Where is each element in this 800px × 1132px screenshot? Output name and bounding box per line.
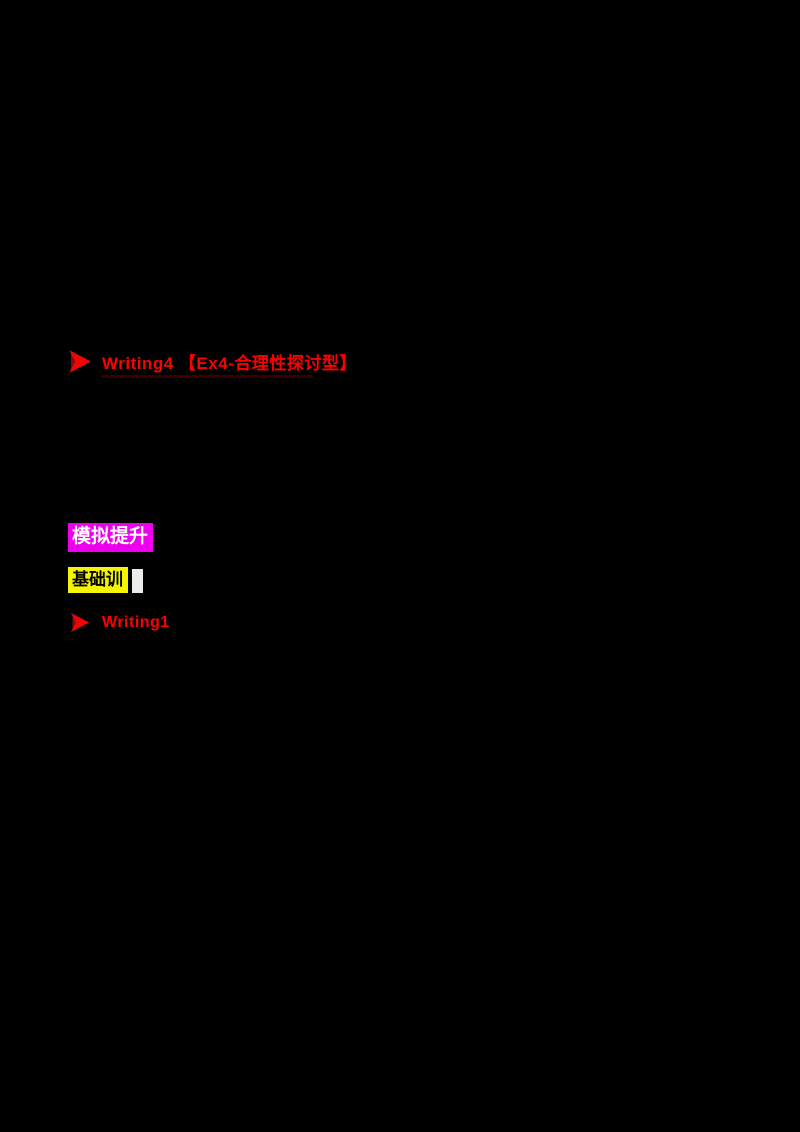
- arrowhead-bullet-icon: [68, 349, 92, 374]
- highlight-label-simulation: 模拟提升: [68, 523, 154, 552]
- arrowhead-bullet-icon: [70, 612, 90, 633]
- highlight-space-chip: [132, 569, 143, 593]
- heading-row-writing4: Writing4 【Ex4-合理性探讨型】: [68, 349, 357, 374]
- heading-writing4-label: Writing4 【Ex4-合理性探讨型】: [102, 354, 357, 373]
- heading-underline-artifact: [101, 375, 313, 378]
- highlight-label-basic-training: 基础训: [68, 567, 128, 594]
- heading-row-writing1: Writing1: [70, 612, 170, 633]
- heading-writing1-label: Writing1: [102, 613, 170, 631]
